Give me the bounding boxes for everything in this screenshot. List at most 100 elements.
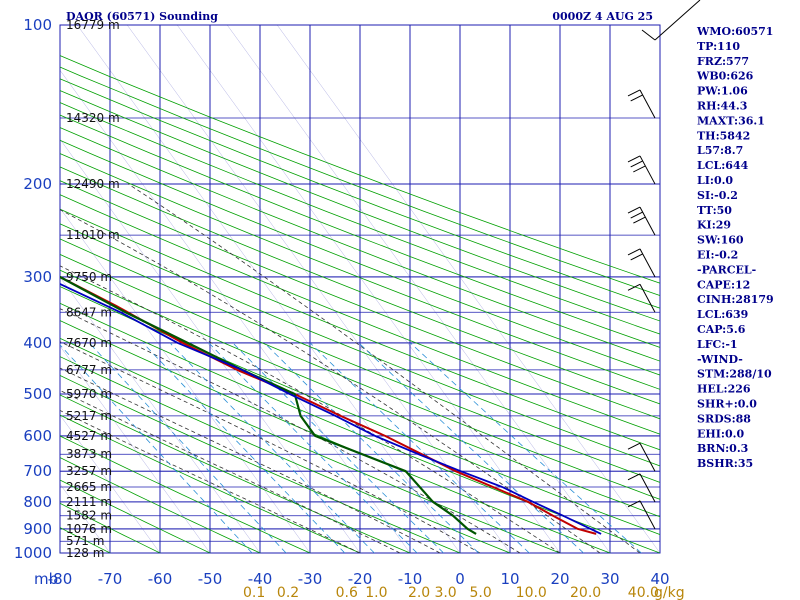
temperature-tick-label: -80 [48, 570, 73, 588]
wind-barb [627, 283, 656, 313]
height-label: 16779 m [66, 18, 120, 32]
mixing-ratio-line [142, 342, 346, 553]
height-label: 14320 m [66, 111, 120, 125]
skewed-isotherm [226, 25, 611, 553]
index-entry: LI:0.0 [697, 174, 733, 187]
temperature-tick-label: -20 [348, 570, 373, 588]
wind-barb [627, 89, 656, 119]
pressure-tick-label: 100 [23, 16, 52, 34]
dry-adiabat-line [60, 502, 161, 553]
wind-barb-flag [633, 165, 646, 173]
dry-adiabat-line [60, 223, 660, 467]
dry-adiabat-line [60, 166, 660, 405]
height-label: 5970 m [66, 387, 112, 401]
dry-adiabat-line [60, 253, 660, 500]
height-label: 12490 m [66, 177, 120, 191]
temperature-tick-label: -70 [98, 570, 123, 588]
dry-adiabat-line [60, 55, 660, 284]
index-entry: CAP:5.6 [697, 323, 746, 336]
index-entry: KI:29 [697, 219, 731, 232]
height-label: 128 m [66, 546, 104, 560]
dry-adiabat-line [60, 457, 261, 553]
height-label: 11010 m [66, 228, 120, 242]
wind-barb-flag [627, 89, 641, 97]
mixing-ratio-label: 3.0 [434, 585, 456, 600]
index-entry: LFC:-1 [697, 338, 738, 351]
dry-adiabat-line [60, 139, 660, 376]
wind-barb-staff [639, 500, 656, 530]
moist-adiabat-line [60, 410, 361, 553]
wind-barb [627, 500, 656, 530]
temperature-tick-label: -10 [398, 570, 423, 588]
wind-barb [627, 248, 656, 278]
mixing-ratio-label: 40.0 [628, 585, 659, 600]
dry-adiabat-line [60, 356, 512, 553]
temperature-tick-label: -30 [298, 570, 323, 588]
wind-barb-staff [639, 155, 656, 185]
pressure-tick-label: 500 [23, 385, 52, 403]
index-entry: SI:-0.2 [697, 189, 738, 202]
height-label: 2665 m [66, 480, 112, 494]
dry-adiabat-line [60, 180, 660, 420]
height-label: 4527 m [66, 429, 112, 443]
moist-adiabat-line [60, 341, 481, 553]
index-panel: WMO:60571 TP:110 FRZ:577 WB0:626 PW:1.06 RH:4… [696, 25, 774, 470]
dry-adiabat-line [60, 90, 660, 322]
pressure-tick-label: 400 [23, 334, 52, 352]
wind-barbs [627, 0, 701, 530]
index-entry: WMO:60571 [696, 25, 773, 38]
dry-adiabats [60, 55, 660, 553]
dry-adiabat-line [60, 78, 660, 309]
skewed-isotherm [76, 25, 461, 553]
wind-barb-flag [630, 94, 643, 102]
skewed-isotherm [176, 25, 561, 553]
mixing-ratio-line [89, 342, 287, 553]
wind-barb-staff [639, 442, 656, 472]
dry-adiabat-line [60, 208, 660, 451]
dry-adiabat-line [60, 194, 660, 435]
dry-adiabat-line [60, 394, 412, 553]
wind-barb-staff [639, 89, 656, 119]
height-label: 3873 m [66, 447, 112, 461]
index-entry: PW:1.06 [697, 85, 748, 98]
dry-adiabat-line [60, 66, 660, 297]
wind-barb-flag [630, 160, 643, 168]
moist-adiabat-line [60, 308, 521, 553]
mixing-ratio-line [309, 342, 530, 553]
index-entry: TH:5842 [697, 129, 750, 142]
parcel-path [60, 283, 602, 535]
index-entry: L57:8.7 [697, 144, 743, 157]
wind-barb-flag [627, 442, 641, 450]
temperature-tick-label: -40 [248, 570, 273, 588]
mixing-ratio-label: 0.1 [243, 585, 265, 600]
pressure-tick-label: 200 [23, 175, 52, 193]
index-entry: TT:50 [697, 204, 732, 217]
index-entry: HEL:226 [697, 383, 751, 396]
mixing-ratio-label: 2.0 [408, 585, 430, 600]
temperature-tick-label: -60 [148, 570, 173, 588]
index-entry: EI:-0.2 [697, 249, 738, 262]
mixing-ratio-line [410, 342, 642, 553]
mixing-ratio-line [358, 342, 584, 553]
dry-adiabat-line [60, 414, 362, 553]
index-entry: SW:160 [697, 234, 744, 247]
wind-barb-staff [639, 284, 656, 313]
dry-adiabat-line [60, 114, 660, 348]
index-entry: EHI:0.0 [697, 427, 744, 440]
mixing-ratio-label: 0.2 [277, 585, 299, 600]
dry-adiabat-line [60, 479, 211, 553]
index-entry: BRN:0.3 [697, 442, 748, 455]
pressure-unit-label: mb [34, 570, 58, 588]
index-entry: SHR+:0.0 [697, 398, 757, 411]
height-label: 3257 m [66, 464, 112, 478]
skewed-isotherm [60, 138, 361, 553]
wind-barb-staff [654, 0, 701, 41]
pressure-tick-label: 700 [23, 462, 52, 480]
wind-barb-flag [641, 29, 656, 41]
index-entry: RH:44.3 [697, 100, 747, 113]
skewed-isotherm [276, 25, 660, 553]
mixing-ratio-lines [60, 342, 642, 553]
height-label: 9750 m [66, 270, 112, 284]
wind-barb-flag [633, 216, 646, 224]
temperature-tick-label: 10 [500, 570, 519, 588]
